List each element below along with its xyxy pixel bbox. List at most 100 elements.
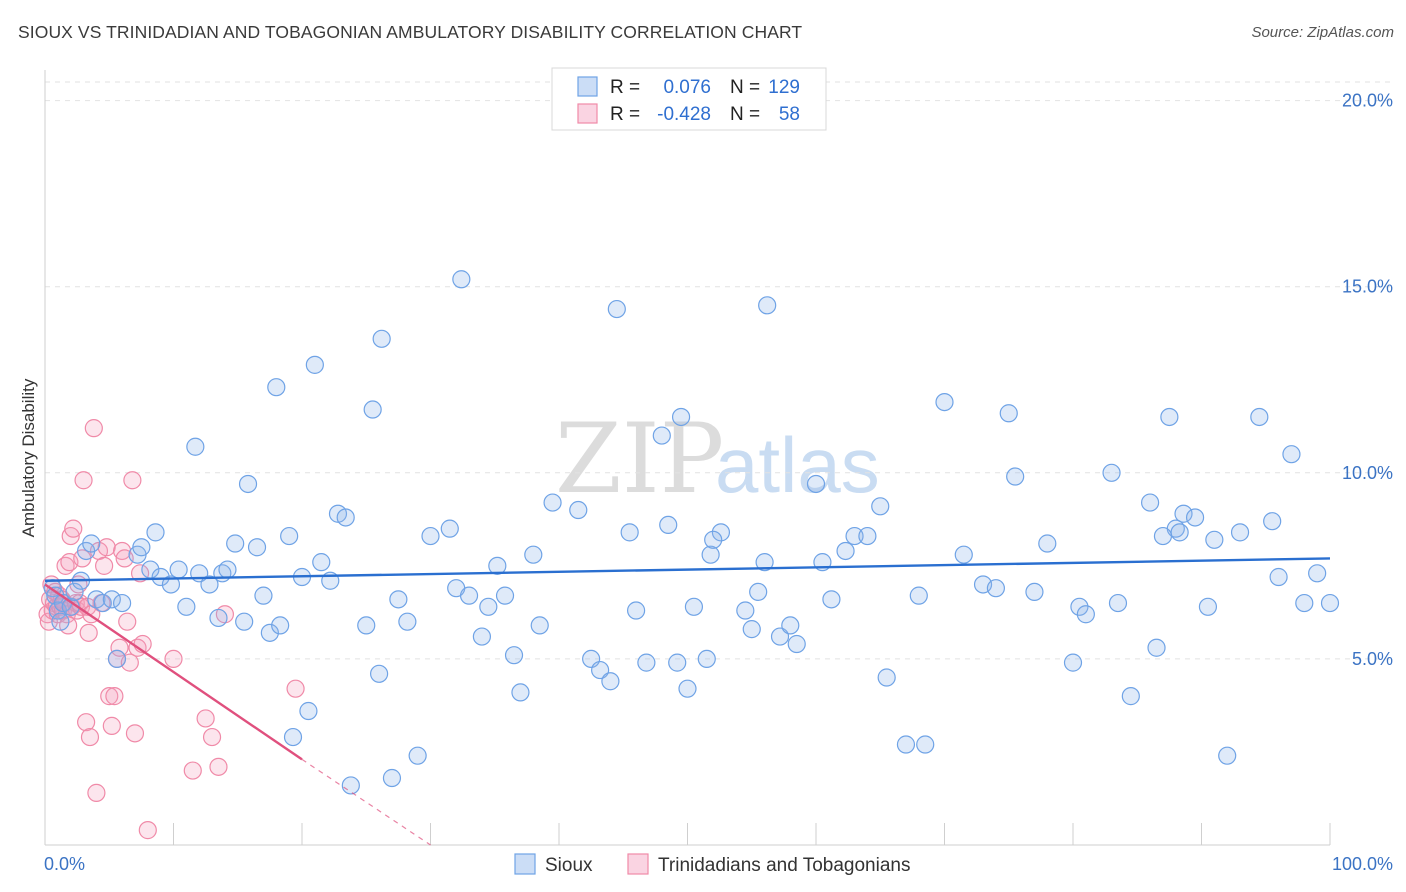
sioux-point-56 [440, 519, 459, 538]
sioux-point-35 [267, 378, 286, 397]
y-tick-label-2: 15.0% [1342, 277, 1393, 297]
sioux-point-104 [916, 735, 935, 754]
trin-point-39 [100, 687, 119, 706]
sioux-point-25 [200, 575, 219, 594]
trin-point-60 [286, 679, 305, 698]
sioux-point-6 [65, 582, 84, 602]
sioux-point-111 [1025, 582, 1044, 602]
chart-title: SIOUX VS TRINIDADIAN AND TOBAGONIAN AMBU… [18, 22, 803, 42]
trin-point-20 [64, 519, 83, 538]
trin-point-44 [112, 541, 132, 561]
sioux-point-120 [1147, 638, 1166, 657]
sioux-point-60 [472, 627, 491, 646]
trin-point-43 [110, 638, 129, 657]
sioux-point-109 [999, 404, 1018, 423]
sioux-point-47 [357, 616, 376, 635]
trin-point-30 [79, 623, 98, 642]
x-tick-label-min: 0.0% [44, 854, 85, 874]
sioux-point-93 [787, 634, 806, 654]
sioux-point-135 [1320, 593, 1340, 613]
watermark: ZIP atlas [555, 403, 880, 515]
trin-point-48 [123, 471, 142, 490]
sioux-point-45 [336, 508, 355, 527]
legend-label-sioux: Sioux [545, 855, 593, 876]
sioux-point-53 [398, 612, 417, 631]
sioux-point-136 [1205, 530, 1224, 549]
sioux-point-48 [363, 400, 382, 419]
watermark-zip: ZIP [555, 403, 724, 515]
sioux-point-19 [151, 567, 170, 587]
sioux-point-22 [177, 597, 196, 616]
sioux-series-points [43, 270, 1340, 795]
trin-point-33 [84, 419, 103, 438]
sioux-point-131 [1269, 567, 1288, 587]
sioux-point-41 [305, 355, 324, 374]
trin-point-31 [80, 727, 100, 747]
sioux-point-55 [421, 526, 440, 546]
trin-point-46 [118, 612, 137, 631]
stats-legend-box [551, 67, 827, 131]
sioux-point-68 [543, 493, 562, 512]
sioux-point-134 [1308, 564, 1327, 583]
sioux-point-77 [652, 426, 671, 445]
sioux-point-91 [770, 627, 790, 646]
sioux-point-63 [495, 586, 515, 605]
stats-legend: R = 0.076 N = 129 R = -0.428 N = 58 [551, 67, 827, 131]
trin-point-27 [74, 471, 93, 490]
sioux-point-113 [1063, 653, 1083, 672]
sioux-point-116 [1102, 463, 1121, 482]
sioux-point-99 [858, 526, 877, 546]
sioux-point-26 [209, 608, 228, 628]
bottom-legend: Sioux Trinidadians and Tobagonians [514, 853, 910, 876]
stats-r-value-sioux: 0.076 [663, 77, 711, 98]
sioux-point-129 [1250, 407, 1269, 427]
sioux-point-110 [1006, 467, 1025, 486]
stats-n-label-sioux: N = [730, 77, 760, 98]
y-axis-label: Ambulatory Disability [19, 378, 38, 537]
sioux-point-108 [986, 579, 1006, 598]
sioux-point-92 [781, 616, 800, 635]
trin-point-57 [202, 727, 222, 747]
sioux-point-78 [659, 515, 678, 535]
sioux-point-71 [591, 660, 610, 680]
sioux-point-16 [132, 538, 151, 557]
sioux-point-117 [1108, 593, 1128, 613]
sioux-point-138 [704, 530, 723, 549]
trin-point-55 [183, 761, 202, 780]
sioux-point-54 [408, 746, 427, 765]
sioux-point-86 [736, 601, 755, 620]
sioux-point-65 [511, 683, 530, 702]
sioux-point-12 [102, 590, 121, 609]
trin-point-49 [125, 724, 145, 743]
sioux-point-97 [836, 541, 855, 561]
axes [44, 70, 1331, 846]
sioux-point-90 [758, 296, 777, 315]
chart-source: Source: ZipAtlas.com [1251, 24, 1394, 41]
sioux-point-83 [697, 649, 716, 669]
sioux-point-40 [299, 701, 318, 721]
sioux-point-75 [626, 601, 646, 620]
sioux-point-33 [254, 586, 273, 605]
sioux-point-52 [389, 590, 408, 609]
sioux-point-106 [954, 545, 973, 564]
trin-point-53 [138, 821, 157, 840]
sioux-point-31 [238, 474, 258, 494]
sioux-point-85 [711, 523, 731, 542]
sioux-point-28 [218, 560, 237, 579]
trin-point-51 [130, 564, 150, 583]
trend-lines [44, 557, 1331, 846]
sioux-point-101 [877, 668, 896, 687]
sioux-point-21 [169, 560, 188, 579]
sioux-point-76 [637, 653, 656, 672]
sioux-point-115 [1076, 605, 1095, 624]
sioux-point-82 [684, 597, 704, 616]
sioux-point-62 [488, 556, 507, 575]
trin-point-37 [95, 556, 114, 575]
grid-lines [45, 81, 1392, 660]
sioux-point-89 [755, 553, 774, 572]
sioux-point-118 [1121, 687, 1140, 706]
sioux-point-14 [112, 593, 132, 613]
sioux-point-98 [845, 526, 864, 546]
sioux-point-105 [935, 392, 954, 412]
sioux-point-34 [260, 623, 279, 642]
